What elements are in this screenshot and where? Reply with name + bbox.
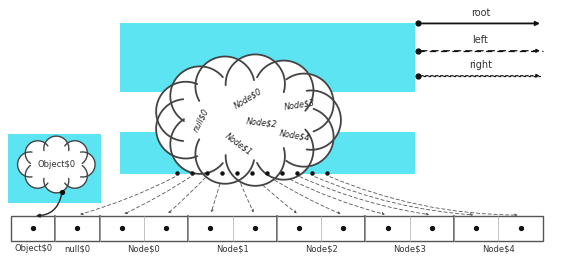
Circle shape [195,57,255,116]
Text: Node$1: Node$1 [223,131,253,157]
Circle shape [44,136,69,161]
Circle shape [195,124,255,184]
Text: null$0: null$0 [64,244,90,253]
Circle shape [282,90,341,150]
Circle shape [25,163,50,188]
Text: Node$3: Node$3 [283,98,315,111]
Text: right: right [469,60,492,70]
Text: Node$1: Node$1 [216,244,249,253]
Bar [120,23,415,92]
FancyArrowPatch shape [270,177,340,214]
Circle shape [156,82,216,141]
Bar [11,216,543,241]
Text: Object$0: Object$0 [37,160,75,169]
Circle shape [254,60,314,120]
Circle shape [254,120,314,180]
Circle shape [170,114,230,174]
FancyArrowPatch shape [300,177,428,215]
Text: Node$2: Node$2 [305,244,337,253]
Bar [7,134,101,203]
Ellipse shape [24,145,88,184]
FancyArrowPatch shape [38,195,61,217]
Circle shape [63,141,88,166]
Text: Node$4: Node$4 [278,129,311,143]
Text: root: root [471,8,490,18]
FancyArrowPatch shape [211,178,221,211]
Text: Object$0: Object$0 [14,244,52,253]
Circle shape [274,74,333,133]
FancyArrowPatch shape [315,177,473,216]
FancyArrowPatch shape [81,177,175,215]
Text: Node$2: Node$2 [246,117,278,129]
Circle shape [70,152,95,177]
FancyArrowPatch shape [330,177,517,216]
FancyArrowPatch shape [125,177,190,214]
Text: left: left [472,35,488,45]
FancyArrowPatch shape [284,177,384,215]
Circle shape [44,168,69,193]
Text: null$0: null$0 [191,107,211,133]
Circle shape [274,107,333,167]
Circle shape [18,152,43,177]
Text: Node$0: Node$0 [232,86,263,110]
Bar [120,132,415,174]
FancyArrowPatch shape [169,178,205,213]
Circle shape [156,99,216,159]
Circle shape [226,127,285,186]
Ellipse shape [171,76,324,164]
Circle shape [63,163,88,188]
Circle shape [170,66,230,126]
Text: Node$4: Node$4 [482,244,515,253]
Text: Node$3: Node$3 [393,244,426,253]
FancyArrowPatch shape [238,178,253,212]
FancyArrowPatch shape [254,178,296,213]
Circle shape [226,54,285,114]
Circle shape [25,141,50,166]
Text: Node$0: Node$0 [127,244,160,253]
